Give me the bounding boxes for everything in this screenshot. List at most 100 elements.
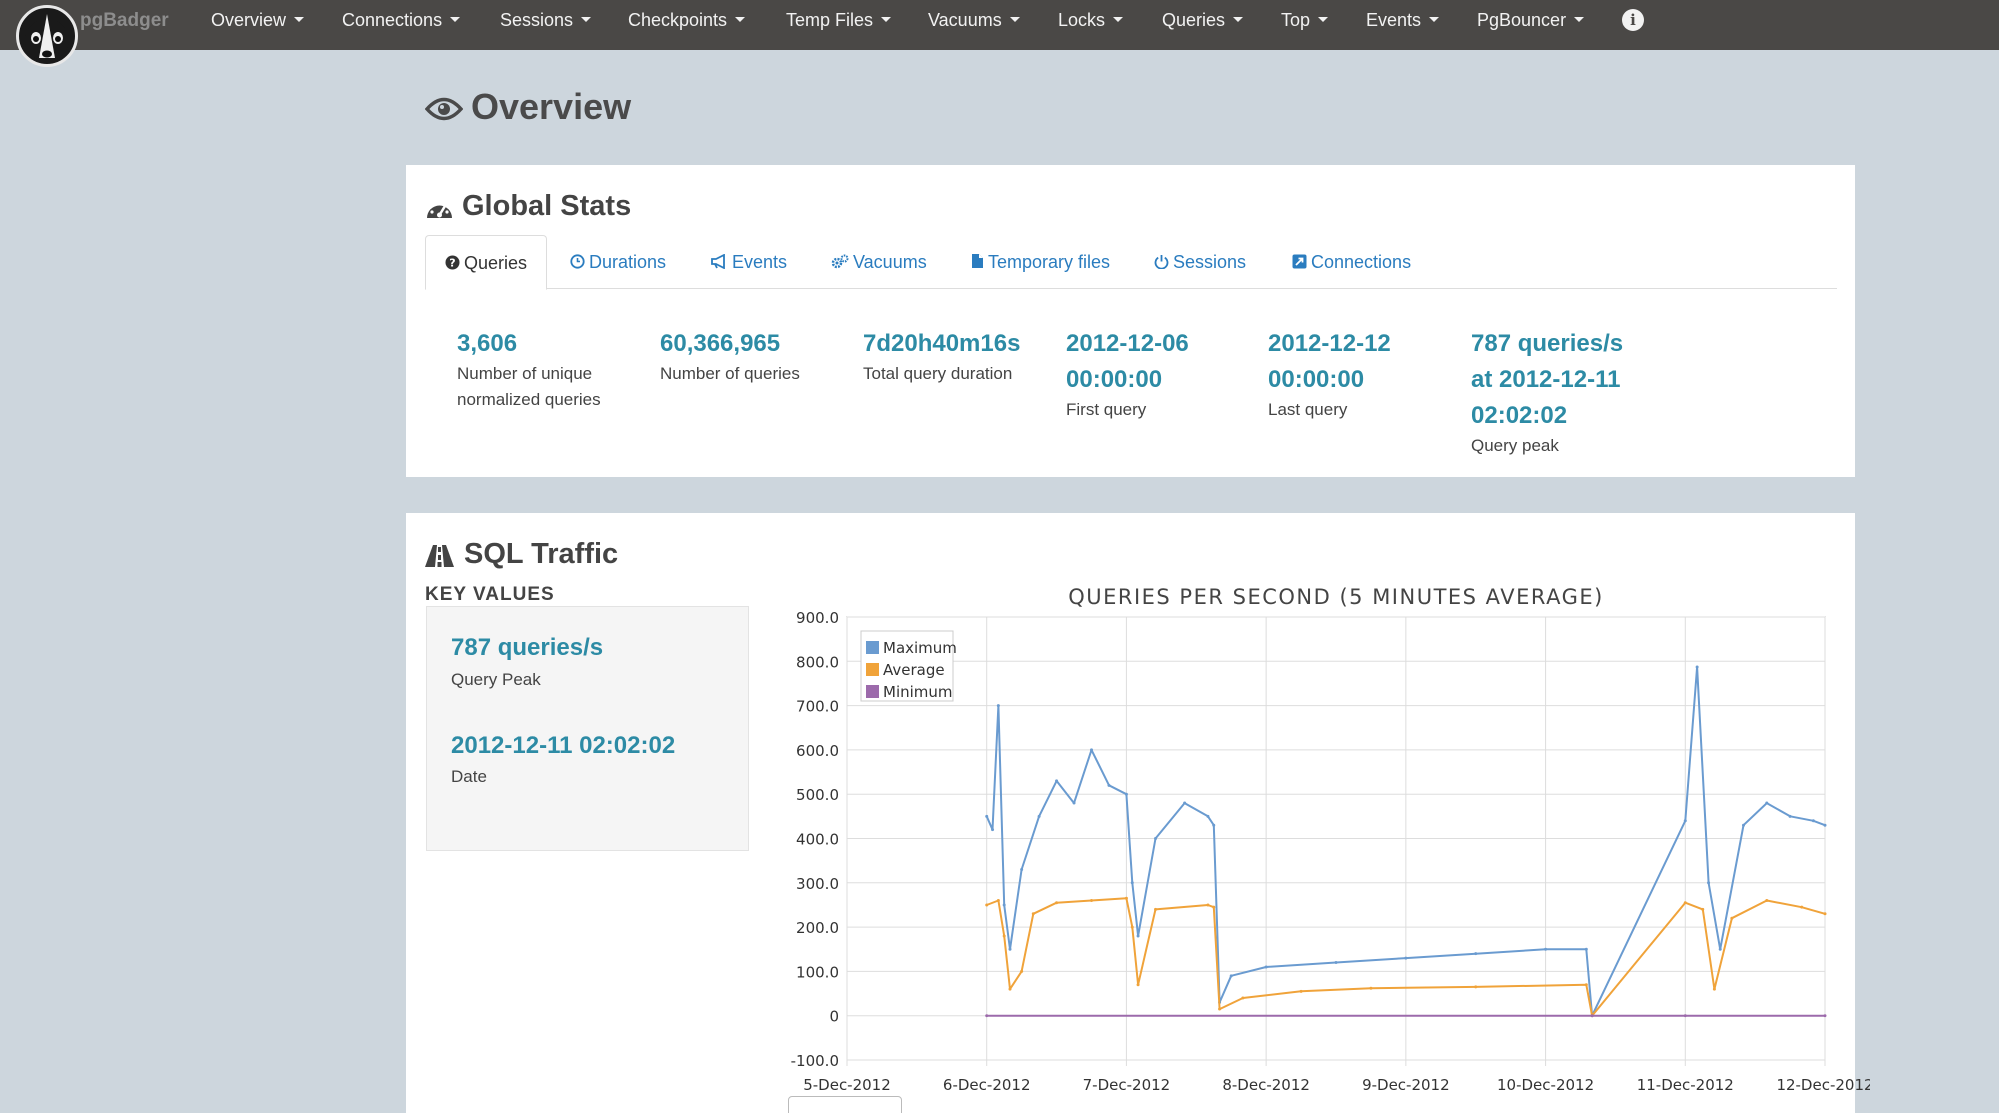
data-point-average [1031,912,1035,916]
nav-locks[interactable]: Locks [1058,10,1124,31]
legend-swatch [866,641,879,654]
pgbadger-logo[interactable] [16,5,78,67]
data-point-maximum [985,814,989,818]
data-point-average [1701,907,1705,911]
data-point-average [1154,907,1158,911]
data-point-average [1474,985,1478,989]
tab-durations[interactable]: Durations [551,235,685,289]
nav-vacuums[interactable]: Vacuums [928,10,1020,31]
tab-vacuums[interactable]: Vacuums [812,235,946,289]
nav-queries[interactable]: Queries [1162,10,1244,31]
nav-events[interactable]: Events [1366,10,1440,31]
stat-last-query-value: 00:00:00 [1268,366,1365,393]
y-tick-label: 200.0 [796,919,839,937]
data-point-maximum [1695,665,1699,669]
key-value-peak-label: Query Peak [451,670,541,689]
caret-down-icon [1574,16,1585,22]
caret-down-icon [1429,16,1440,22]
data-point-average [1090,899,1093,903]
tab-queries[interactable]: ? Queries [425,235,548,290]
data-point-maximum [1037,814,1041,818]
stat-unique-queries-value: 3,606 [457,330,518,357]
data-point-maximum [1823,823,1827,827]
data-point-maximum [1008,947,1012,951]
tab-connections[interactable]: Connections [1273,235,1430,289]
dashboard-icon [427,200,452,218]
road-icon [425,545,454,567]
info-icon[interactable]: i [1622,9,1644,31]
data-point-average [1020,969,1024,973]
data-point-average [985,903,989,907]
eye-icon [425,97,463,121]
nav-top[interactable]: Top [1281,10,1329,31]
data-point-maximum [1212,823,1216,827]
data-point-average [1299,989,1303,993]
data-point-maximum [1584,947,1588,951]
brand-name[interactable]: pgBadger [80,10,169,31]
y-tick-label: 900.0 [796,609,839,627]
data-point-average [1765,899,1769,903]
question-circle-icon: ? [445,255,460,270]
legend-label: Minimum [883,683,953,701]
stat-duration-value: 7d20h40m16s [863,330,1021,357]
data-point-average [1212,905,1216,909]
data-point-maximum [1107,783,1111,787]
top-navbar: pgBadger Overview Connections Sessions C… [0,0,1999,50]
data-point-average [1124,896,1128,900]
data-point-maximum [1154,837,1158,840]
data-point-maximum [1334,961,1338,965]
data-point-average [1130,925,1134,929]
nav-checkpoints[interactable]: Checkpoints [628,10,746,31]
y-tick-label: 300.0 [796,875,839,893]
tab-sessions[interactable]: Sessions [1135,235,1265,289]
key-value-date: 2012-12-11 02:02:02 [451,732,676,759]
tab-events[interactable]: Events [692,235,806,289]
nav-sessions[interactable]: Sessions [500,10,592,31]
data-point-maximum [1811,819,1815,823]
x-tick-label: 12-Dec-2012 [1776,1076,1870,1094]
nav-pgbouncer[interactable]: PgBouncer [1477,10,1585,31]
caret-down-icon [881,16,892,22]
data-point-maximum [1072,801,1076,805]
data-point-maximum [1474,952,1478,956]
data-point-maximum [1124,792,1128,796]
chart-title: QUERIES PER SECOND (5 MINUTES AVERAGE) [1068,585,1604,609]
x-tick-label: 6-Dec-2012 [943,1076,1031,1094]
stat-unique-queries-label: Number of unique [457,364,593,383]
data-point-average [1002,934,1006,938]
global-stats-title: Global Stats [462,190,632,222]
data-point-maximum [1055,779,1059,783]
stat-last-query-value: 2012-12-12 [1268,330,1391,357]
nav-connections[interactable]: Connections [342,10,461,31]
nav-temp-files[interactable]: Temp Files [786,10,892,31]
x-tick-label: 9-Dec-2012 [1362,1076,1450,1094]
stat-first-query-value: 00:00:00 [1066,366,1163,393]
data-point-average [1008,987,1012,991]
download-button[interactable] [788,1096,902,1113]
data-point-maximum [1183,801,1187,805]
y-tick-label: 800.0 [796,653,839,671]
key-values-box [426,606,749,851]
y-tick-label: 0 [829,1008,839,1026]
stat-queries-value: 60,366,965 [660,330,781,357]
caret-down-icon [735,16,746,22]
data-point-maximum [1229,974,1233,978]
nav-overview[interactable]: Overview [211,10,305,31]
svg-text:?: ? [449,256,455,269]
data-point-maximum [1020,868,1024,872]
legend-label: Maximum [883,639,957,657]
page-title: Overview [471,86,632,127]
queries-per-second-chart: QUERIES PER SECOND (5 MINUTES AVERAGE) 90… [770,580,1874,1113]
data-point-average [1823,912,1827,916]
series-line-maximum [985,666,1826,1017]
stat-last-query-label: Last query [1268,400,1348,419]
global-stats-panel [406,165,1855,477]
tab-temporary-files[interactable]: Temporary files [952,235,1129,289]
data-point-minimum [985,1014,989,1018]
data-point-minimum [1823,1014,1827,1018]
data-point-average [1206,903,1210,907]
stat-first-query-label: First query [1066,400,1147,419]
legend-label: Average [883,661,945,679]
data-point-maximum [1404,956,1408,960]
x-tick-label: 7-Dec-2012 [1083,1076,1171,1094]
